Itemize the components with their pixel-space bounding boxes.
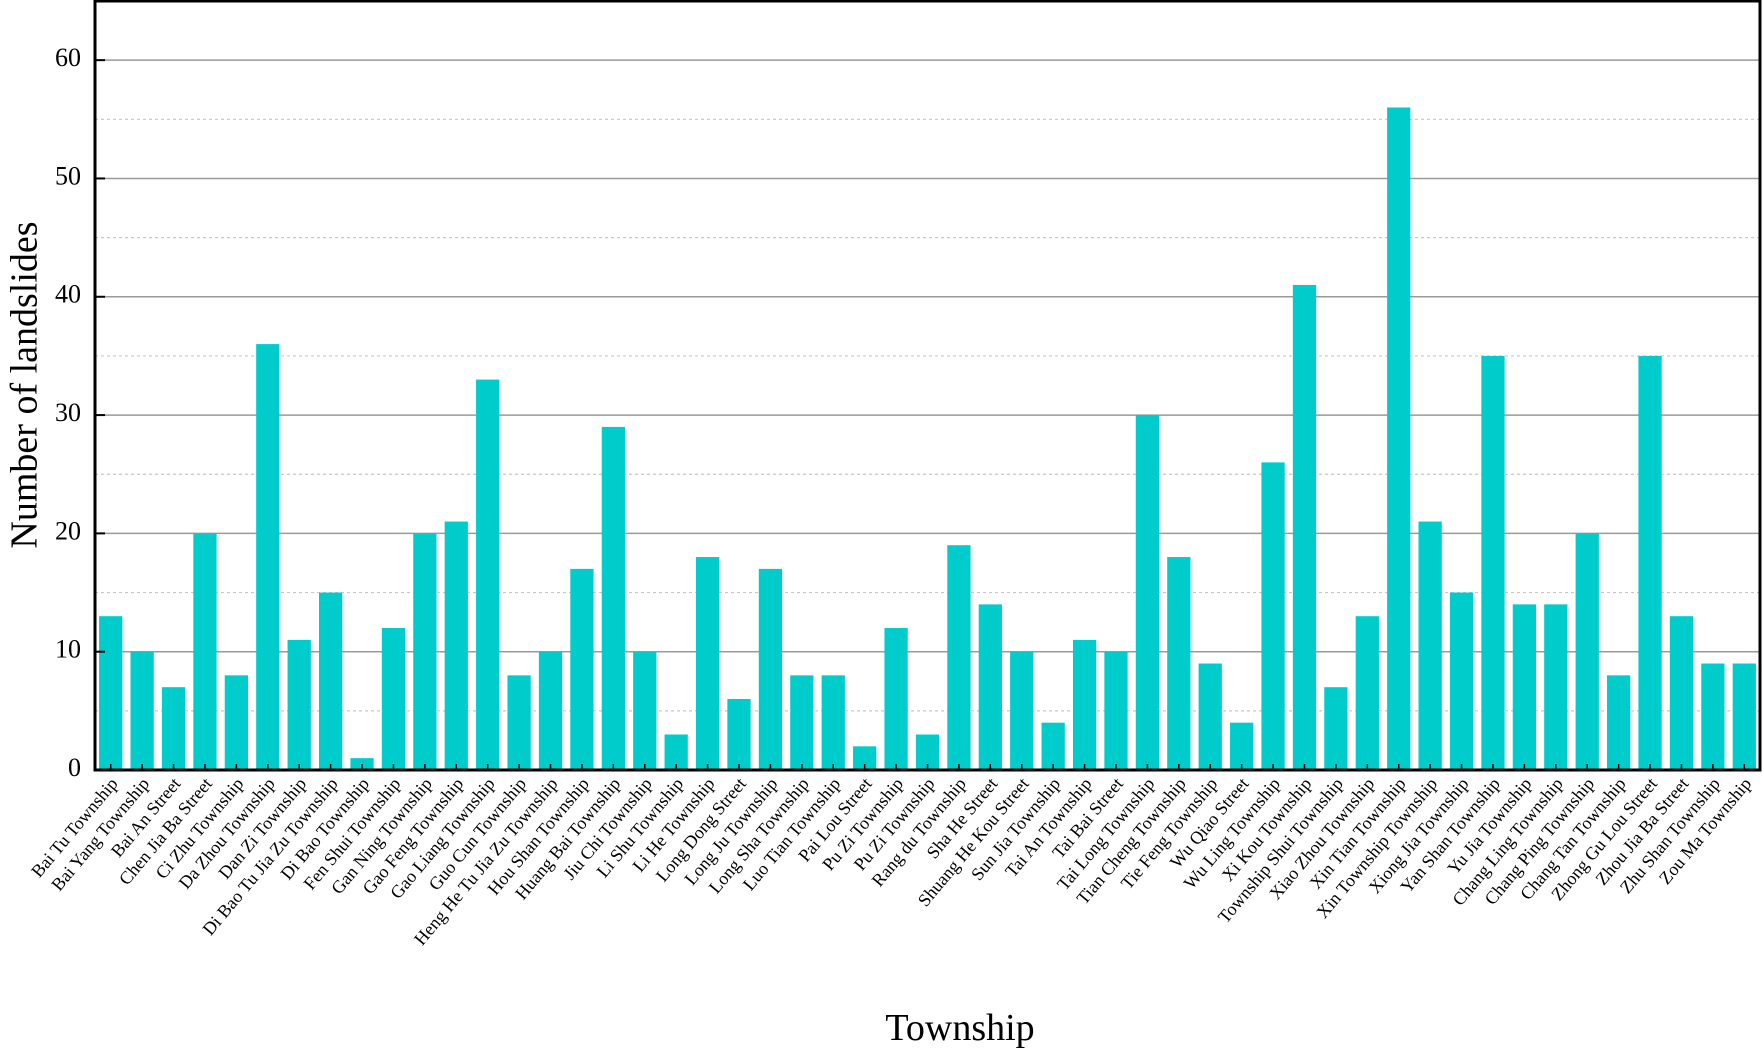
bar bbox=[224, 675, 248, 770]
bar bbox=[1072, 639, 1097, 770]
bar bbox=[915, 734, 940, 770]
bar bbox=[570, 568, 594, 770]
y-tick-label: 20 bbox=[55, 516, 81, 545]
bar bbox=[1481, 355, 1505, 770]
bar bbox=[538, 651, 563, 770]
y-tick-label: 40 bbox=[55, 280, 81, 309]
y-tick-label: 50 bbox=[55, 161, 81, 190]
bar bbox=[1512, 604, 1537, 770]
bar bbox=[1292, 284, 1317, 770]
bar bbox=[318, 592, 343, 770]
y-tick-label: 30 bbox=[55, 398, 81, 427]
bar bbox=[1701, 663, 1725, 770]
bar bbox=[853, 746, 877, 770]
bar bbox=[758, 568, 783, 770]
bar bbox=[1355, 616, 1379, 770]
bar bbox=[978, 604, 1002, 770]
bar bbox=[1230, 722, 1254, 770]
bar bbox=[1607, 675, 1631, 770]
bar bbox=[444, 521, 468, 770]
bar bbox=[99, 616, 123, 770]
bar bbox=[1135, 415, 1160, 770]
x-axis-title: Township bbox=[885, 1007, 1034, 1049]
bar bbox=[1104, 651, 1128, 770]
bar bbox=[695, 557, 720, 770]
bar bbox=[1418, 521, 1442, 770]
y-axis-ticks: 0 10 20 30 40 50 60 bbox=[55, 43, 105, 782]
bar bbox=[884, 628, 908, 770]
bar bbox=[947, 545, 971, 770]
bar bbox=[1638, 355, 1662, 770]
bar bbox=[601, 426, 625, 770]
bar bbox=[193, 533, 217, 770]
bar bbox=[664, 734, 688, 770]
bar bbox=[1387, 107, 1411, 770]
bar bbox=[507, 675, 531, 770]
bar bbox=[1324, 687, 1348, 770]
bar bbox=[287, 639, 311, 770]
bar bbox=[633, 651, 657, 770]
bar bbox=[1198, 663, 1222, 770]
bar bbox=[476, 379, 500, 770]
bar bbox=[1544, 604, 1568, 770]
bar bbox=[727, 699, 751, 770]
bar bbox=[1449, 592, 1474, 770]
bar bbox=[821, 675, 845, 770]
y-axis-title: Number of landslides bbox=[4, 221, 46, 548]
bar bbox=[130, 651, 154, 770]
bar bbox=[1041, 722, 1065, 770]
bar bbox=[413, 533, 437, 770]
bar bbox=[381, 628, 406, 770]
bar bbox=[790, 675, 814, 770]
y-tick-label: 0 bbox=[68, 753, 81, 782]
bar bbox=[256, 344, 280, 770]
bar bbox=[161, 687, 186, 770]
y-tick-label: 60 bbox=[55, 43, 81, 72]
bar bbox=[1010, 651, 1034, 770]
bar bbox=[1732, 663, 1756, 770]
bar bbox=[1167, 557, 1191, 770]
bars bbox=[99, 107, 1756, 770]
bar bbox=[1261, 462, 1285, 770]
bar bbox=[1669, 616, 1694, 770]
bar bbox=[1575, 533, 1599, 770]
plot-background bbox=[95, 0, 1760, 770]
y-tick-label: 10 bbox=[55, 635, 81, 664]
